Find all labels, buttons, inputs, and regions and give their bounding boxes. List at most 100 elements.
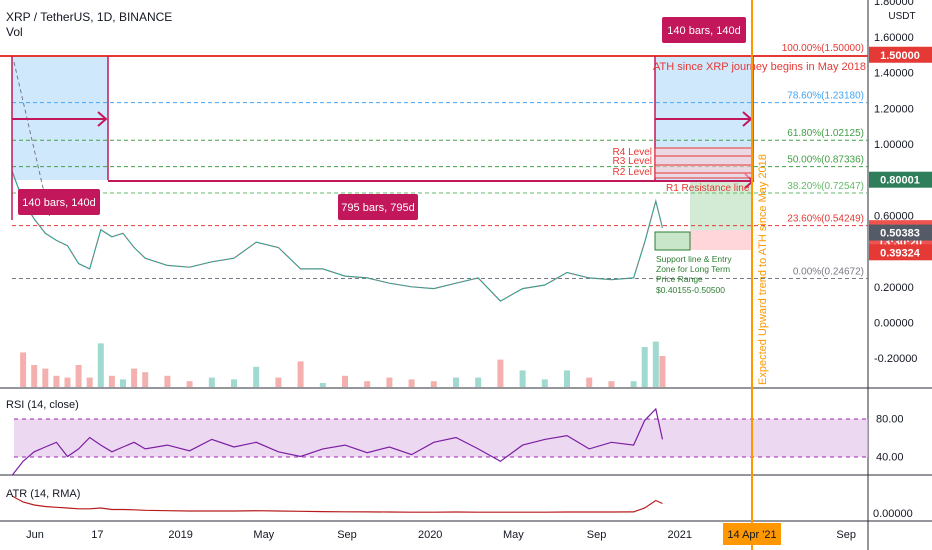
expected-trend-text: Expected Upward trend to ATH since May 2… [757, 154, 769, 385]
volume-bar [108, 375, 115, 387]
date-marker-text: 14 Apr '21 [727, 529, 776, 541]
volume-bar [630, 381, 637, 387]
time-tick: May [253, 529, 274, 541]
price-tick: 1.00000 [874, 139, 914, 151]
time-tick: Jun [26, 529, 44, 541]
rsi-band [14, 419, 868, 457]
volume-bar [131, 368, 138, 387]
time-tick: May [503, 529, 524, 541]
volume-bar [541, 379, 548, 387]
fib-label: 0.00%(0.24672) [793, 266, 864, 277]
support-annotation: Support line & Entry Zone for Long Term … [656, 254, 732, 295]
atr-label[interactable]: ATR (14, RMA) [6, 488, 81, 500]
volume-bar [453, 377, 459, 387]
volume-bar [586, 377, 593, 387]
volume-label[interactable]: Vol [6, 25, 23, 39]
volume-bar [231, 379, 237, 387]
time-tick: Sep [836, 529, 856, 541]
volume-bar [652, 341, 659, 387]
volume-bar [430, 381, 437, 387]
bars-callout-left-text: 140 bars, 140d [22, 197, 95, 209]
price-axis-unit: USDT [888, 11, 915, 22]
rsi-line [11, 407, 664, 476]
rsi-label[interactable]: RSI (14, close) [6, 399, 79, 411]
volume-bar [475, 377, 482, 387]
volume-bar [186, 381, 193, 387]
price-badge-text: 0.80001 [880, 175, 920, 187]
volume-bar [497, 359, 504, 387]
atr-line [11, 495, 663, 513]
support-entry-box[interactable] [654, 231, 691, 251]
time-tick: 17 [91, 529, 103, 541]
price-tick: 1.20000 [874, 103, 914, 115]
bars-callout-left[interactable] [18, 189, 100, 215]
ath-annotation: ATH since XRP journey begins in May 2018 [653, 61, 866, 73]
long-position-stop[interactable] [690, 230, 753, 250]
fib-label: 50.00%(0.87336) [787, 155, 864, 166]
volume-bar [42, 368, 49, 387]
price-badge-text: 0.50383 [880, 228, 920, 240]
volume-bar [31, 365, 38, 387]
price-badge-text: 1.50000 [880, 50, 920, 62]
price-tick: 1.60000 [874, 32, 914, 44]
atr-axis-tick: 0.00000 [873, 508, 913, 520]
bars-callout-middle[interactable] [338, 194, 418, 220]
r3-label: R3 Level [613, 156, 652, 167]
time-tick: 2019 [168, 529, 192, 541]
chart-header: XRP / TetherUS, 1D, BINANCE Vol [6, 10, 172, 40]
time-tick: Sep [337, 529, 357, 541]
volume-bar [564, 370, 570, 387]
rsi-series [11, 407, 664, 476]
fib-label: 100.00%(1.50000) [782, 43, 864, 54]
r2-label: R2 Level [613, 167, 652, 178]
bars-callout-right[interactable] [662, 17, 746, 43]
atr-series [11, 495, 663, 513]
price-series [11, 170, 664, 302]
rsi-tick: 40.00 [876, 452, 904, 464]
support-line-4: $0.40155-0.50500 [656, 285, 725, 295]
volume-bars [20, 341, 666, 387]
support-line-2: Zone for Long Term [656, 264, 730, 274]
price-tick: 1.80000 [874, 0, 914, 8]
price-badge-text: 0.39324 [880, 247, 921, 259]
time-tick: 2020 [418, 529, 442, 541]
volume-bar [86, 377, 93, 387]
price-badge [869, 46, 932, 63]
volume-bar [253, 366, 260, 387]
volume-bar [97, 343, 104, 387]
volume-bar [120, 379, 126, 387]
rsi-tick: 80.00 [876, 414, 904, 426]
fib-label: 38.20%(0.72547) [787, 181, 864, 192]
r1-label: R1 Resistance line [666, 183, 750, 194]
fib-label: 61.80%(1.02125) [787, 128, 864, 139]
volume-bar [297, 361, 304, 387]
fib-label: 23.60%(0.54249) [787, 214, 864, 225]
volume-bar [275, 377, 282, 387]
price-badges: 1.500000.800010.5286013:30:200.503830.39… [869, 46, 932, 261]
range-arrow-left-head [97, 111, 108, 127]
price-tick: 0.20000 [874, 282, 914, 294]
volume-bar [408, 379, 415, 387]
volume-bar [75, 365, 82, 387]
price-tick: -0.20000 [874, 353, 917, 365]
fib-label: 78.60%(1.23180) [787, 91, 864, 102]
volume-bar [319, 383, 326, 387]
long-position-profit[interactable] [690, 182, 753, 230]
volume-bar [342, 375, 348, 387]
volume-bar [386, 377, 393, 387]
volume-bar [20, 352, 27, 387]
rsi-axis: 80.00 40.00 [876, 414, 904, 464]
price-line-down [11, 170, 663, 302]
support-line-1: Support line & Entry [656, 254, 732, 264]
price-tick: 1.40000 [874, 68, 914, 80]
bars-callout-right-text: 140 bars, 140d [667, 25, 740, 37]
bars-callout-middle-text: 795 bars, 795d [341, 202, 414, 214]
time-tick: Sep [587, 529, 607, 541]
symbol-title[interactable]: XRP / TetherUS, 1D, BINANCE [6, 10, 173, 24]
volume-bar [164, 375, 171, 387]
volume-bar [364, 381, 371, 387]
volume-bar [208, 377, 215, 387]
volume-bar [64, 377, 71, 387]
fib-retracement[interactable]: 100.00%(1.50000) 78.60%(1.23180) 61.80%(1.… [12, 43, 868, 279]
